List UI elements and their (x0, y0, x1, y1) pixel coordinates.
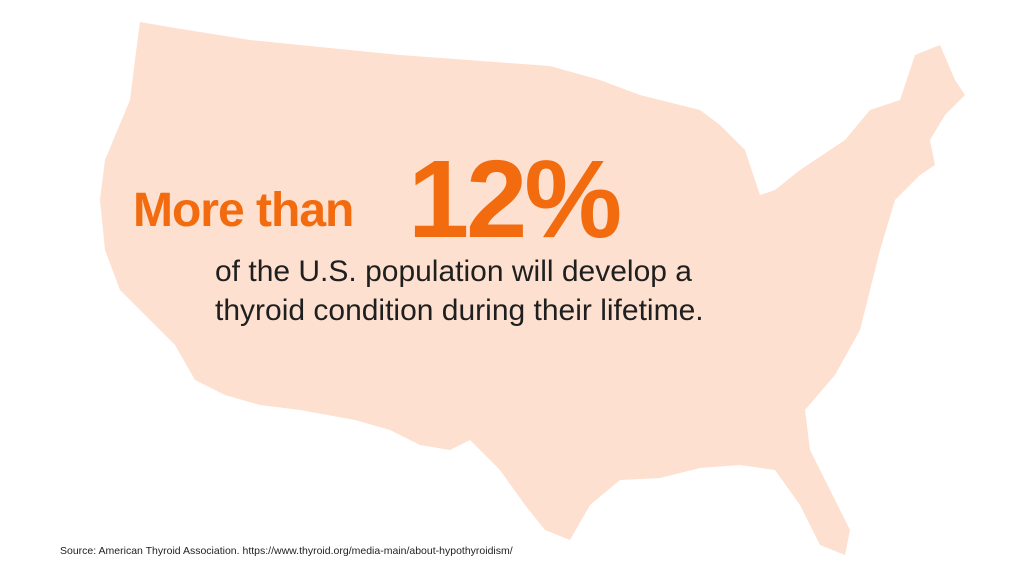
body-line: of the U.S. population will develop a (215, 255, 692, 288)
headline-lead: More than (133, 184, 354, 237)
us-map-shape (100, 22, 965, 555)
body-line: thyroid condition during their lifetime. (215, 294, 704, 327)
source-note: Source: American Thyroid Association. ht… (60, 545, 513, 557)
headline-stat: 12% (408, 138, 622, 261)
